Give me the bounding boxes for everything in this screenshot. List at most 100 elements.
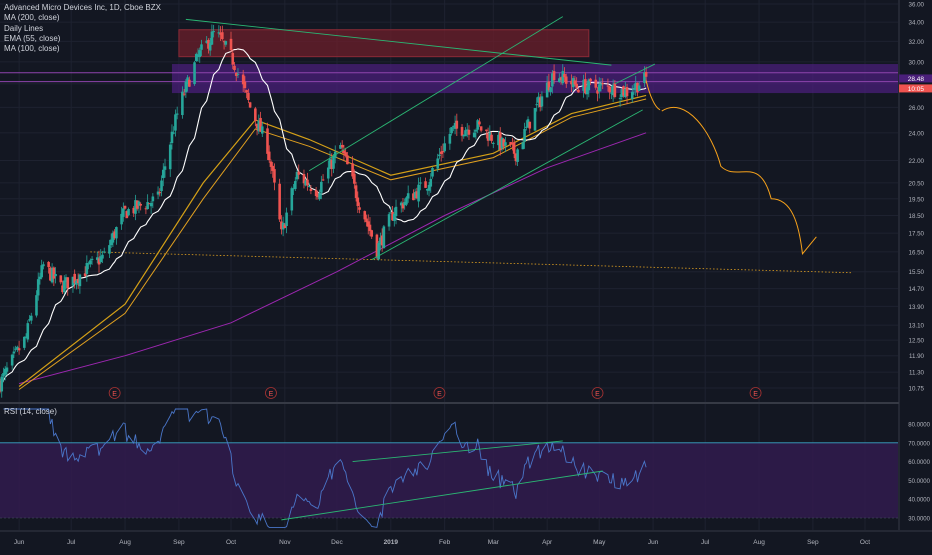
candle-body [293, 181, 297, 189]
candle-body [255, 123, 259, 129]
candle-body [17, 348, 21, 351]
candle-body [95, 257, 99, 260]
candle-body [87, 263, 90, 265]
candle [196, 48, 200, 62]
candle-body [163, 166, 167, 170]
earnings-label: E [269, 391, 274, 398]
candle-body [472, 132, 476, 138]
time-tick-label: Jul [67, 539, 76, 546]
candle [613, 80, 617, 99]
candle [599, 77, 603, 92]
candle [36, 272, 40, 301]
price-tick-label: 14.70 [909, 286, 925, 293]
time-tick-label: Feb [439, 539, 451, 546]
candle [71, 276, 75, 293]
candle-body [523, 129, 526, 142]
ema55-line [18, 94, 647, 387]
candle [234, 72, 238, 82]
candle-body [538, 97, 542, 108]
candle-body [533, 108, 537, 131]
candle-body [512, 142, 516, 154]
candle [113, 229, 116, 240]
candle-body [439, 151, 443, 154]
candle [293, 177, 297, 191]
candle [436, 153, 440, 172]
candle [401, 198, 405, 212]
candle-body [575, 83, 578, 88]
candle [622, 85, 625, 98]
candle-body [620, 89, 624, 98]
candle-body [101, 254, 104, 259]
rsi-trendline-lower [281, 470, 603, 521]
candle [610, 85, 613, 99]
candle [49, 266, 52, 282]
candle [394, 199, 398, 225]
candle-body [474, 130, 478, 132]
price-tick-label: 16.50 [909, 249, 925, 256]
candle [406, 185, 410, 203]
candle [630, 85, 634, 103]
candle [95, 251, 99, 264]
candle [551, 70, 554, 94]
candle [151, 193, 155, 209]
candle-body [144, 208, 148, 210]
candle-body [321, 179, 325, 181]
candle-body [234, 72, 238, 76]
candle [316, 191, 320, 200]
candle [417, 177, 420, 208]
candle-body [549, 87, 552, 92]
candle-body [62, 280, 66, 293]
candle [5, 362, 9, 376]
candle [392, 207, 396, 227]
candle [0, 374, 4, 398]
candle-body [198, 50, 202, 58]
candle-body [570, 80, 573, 85]
candle [137, 200, 141, 214]
candle [380, 228, 384, 252]
time-tick-label: Aug [119, 539, 131, 546]
candle [491, 141, 495, 149]
candle [170, 124, 174, 150]
candle-body [644, 72, 648, 77]
countdown-label: 10:05 [908, 86, 925, 93]
legend-ma100: MA (100, close) [4, 44, 60, 54]
candle-body [16, 346, 19, 350]
candle [62, 275, 66, 295]
time-tick-label: May [593, 539, 606, 546]
candle-body [498, 132, 502, 150]
candle-body [448, 133, 452, 144]
candle-body [370, 230, 374, 237]
candle [363, 210, 367, 223]
channel-upper-line [308, 16, 564, 172]
candle-body [559, 77, 563, 81]
time-tick-label: Apr [542, 539, 553, 546]
candle [439, 145, 443, 162]
candle [535, 97, 539, 112]
candle-body [521, 142, 525, 150]
candle [219, 26, 222, 41]
rsi-line [3, 408, 647, 528]
candle [188, 76, 191, 87]
candle-body [354, 185, 358, 198]
candle-body [387, 214, 391, 227]
candle-body [115, 227, 118, 239]
legend-daily-lines: Daily Lines [4, 23, 44, 33]
candle [122, 202, 125, 222]
candle [431, 166, 434, 179]
candle [306, 172, 309, 191]
candle-body [290, 188, 294, 211]
candle-body [328, 158, 332, 169]
candle-body [465, 129, 469, 131]
candle [365, 214, 368, 227]
candle-body [618, 97, 622, 99]
candle-body [606, 85, 610, 87]
candle [198, 47, 202, 63]
candle-body [452, 125, 455, 127]
candle-body [151, 196, 155, 202]
candle-body [184, 81, 188, 93]
candle [403, 198, 407, 210]
legend-ema55: EMA (55, close) [4, 33, 61, 43]
earnings-marker: E [433, 387, 446, 399]
